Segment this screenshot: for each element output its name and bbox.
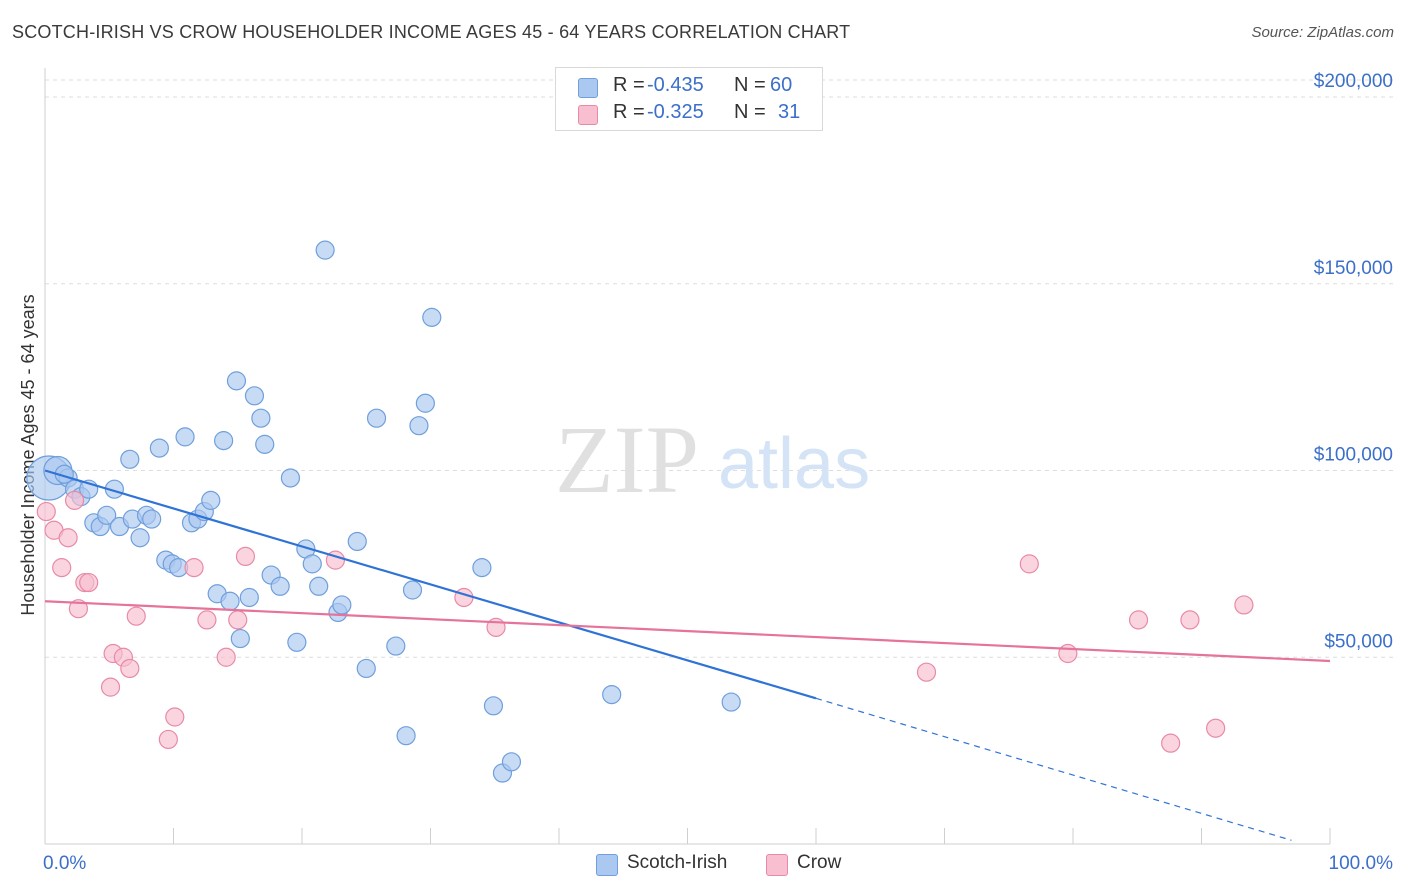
legend-n-value: 31	[778, 101, 801, 123]
crow-point	[120, 658, 140, 679]
crow-point	[52, 558, 72, 578]
scotch-irish-point	[366, 408, 387, 428]
legend-swatch-pink	[578, 105, 598, 125]
scotch-irish-point	[315, 240, 335, 260]
scotch-irish-point	[409, 416, 429, 436]
chart-title: SCOTCH-IRISH VS CROW HOUSEHOLDER INCOME …	[12, 22, 851, 42]
scotch-irish-point	[251, 408, 271, 428]
scotch-irish-point	[120, 449, 140, 469]
x-tick-label: 100.0%	[1329, 853, 1394, 874]
scotch-irish-point	[255, 434, 275, 454]
bottom-legend-label: Scotch-Irish	[627, 852, 728, 873]
crow-point	[165, 707, 185, 727]
scotch-irish-point	[415, 393, 435, 413]
crow-point	[235, 546, 256, 567]
scotch-irish-point	[230, 628, 250, 649]
correlation-legend: R = -0.435 N = 60 R = -0.325 N = 31	[555, 67, 823, 131]
scotch-irish-point	[501, 752, 522, 772]
crow-point	[1058, 643, 1078, 664]
x-tick-label: 0.0%	[43, 853, 86, 874]
crow-point	[184, 558, 204, 578]
watermark-atlas: atlas	[718, 424, 870, 504]
scotch-irish-point	[347, 531, 367, 552]
scotch-irish-point	[239, 587, 259, 608]
crow-point	[1128, 610, 1149, 630]
scotch-irish-point	[270, 576, 290, 596]
scotch-irish-point	[302, 554, 322, 574]
y-tick-label: $50,000	[1324, 631, 1393, 652]
crow-point	[79, 572, 99, 593]
legend-r-value: -0.325	[647, 101, 704, 123]
source-note: Source: ZipAtlas.com	[1251, 24, 1394, 41]
scotch-irish-trendline-extension	[815, 697, 1292, 841]
crow-point	[58, 528, 78, 548]
crow-point	[454, 587, 474, 608]
crow-point	[100, 677, 121, 697]
legend-n-label: N =	[734, 101, 766, 123]
y-tick-label: $100,000	[1314, 445, 1393, 466]
scotch-irish-point	[280, 468, 301, 488]
scotch-irish-point	[220, 591, 240, 611]
crow-point	[216, 647, 236, 667]
y-tick-label: $200,000	[1314, 71, 1393, 92]
crow-point	[36, 501, 56, 522]
crow-point	[197, 610, 217, 630]
legend-n-value: 60	[770, 74, 793, 96]
scotch-irish-point	[201, 490, 221, 510]
bottom-legend-label: Crow	[797, 852, 842, 873]
crow-trendline	[44, 600, 1331, 663]
scotch-irish-point	[386, 636, 406, 656]
bottom-legend-swatch-pink	[766, 854, 788, 876]
legend-r-value: -0.435	[647, 74, 704, 96]
scotch-irish-point	[422, 307, 442, 327]
scotch-irish-point	[721, 692, 741, 712]
scotch-irish-point	[130, 528, 150, 548]
scotch-irish-point	[287, 632, 307, 652]
crow-point	[64, 490, 85, 510]
crow-point	[158, 729, 178, 750]
y-tick-label: $150,000	[1314, 258, 1393, 279]
scotch-irish-point	[396, 726, 416, 746]
crow-point	[68, 599, 89, 619]
crow-point	[1234, 595, 1254, 615]
crow-point	[916, 662, 937, 682]
scotch-irish-point	[309, 576, 329, 596]
scotch-irish-point	[175, 427, 195, 447]
scotch-irish-point	[97, 505, 117, 525]
scotch-irish-point	[332, 595, 352, 615]
watermark-zip: ZIP	[555, 406, 699, 513]
crow-point	[1161, 733, 1181, 753]
scotch-irish-point	[214, 431, 234, 451]
legend-r-label: R =	[613, 74, 645, 96]
crow-point	[228, 610, 248, 630]
scotch-irish-point	[149, 438, 169, 458]
crow-point	[1019, 554, 1039, 574]
scotch-irish-point	[483, 696, 504, 716]
scotch-irish-point	[356, 658, 376, 679]
y-axis-label: Householder Income Ages 45 - 64 years	[18, 294, 38, 615]
scotch-irish-point	[602, 684, 622, 705]
legend-swatch-blue	[578, 78, 598, 98]
scotch-irish-point	[472, 558, 492, 578]
scotch-irish-point	[142, 509, 162, 529]
scotch-irish-point	[244, 386, 265, 406]
crow-point	[1206, 718, 1226, 738]
scotch-irish-point	[226, 371, 247, 391]
crow-point	[126, 606, 146, 626]
scotch-irish-trendline	[44, 469, 817, 700]
legend-n-label: N =	[734, 74, 766, 96]
legend-r-label: R =	[613, 101, 645, 123]
crow-point	[1180, 610, 1200, 630]
bottom-legend-swatch-blue	[596, 854, 618, 876]
scotch-irish-point	[402, 580, 423, 600]
